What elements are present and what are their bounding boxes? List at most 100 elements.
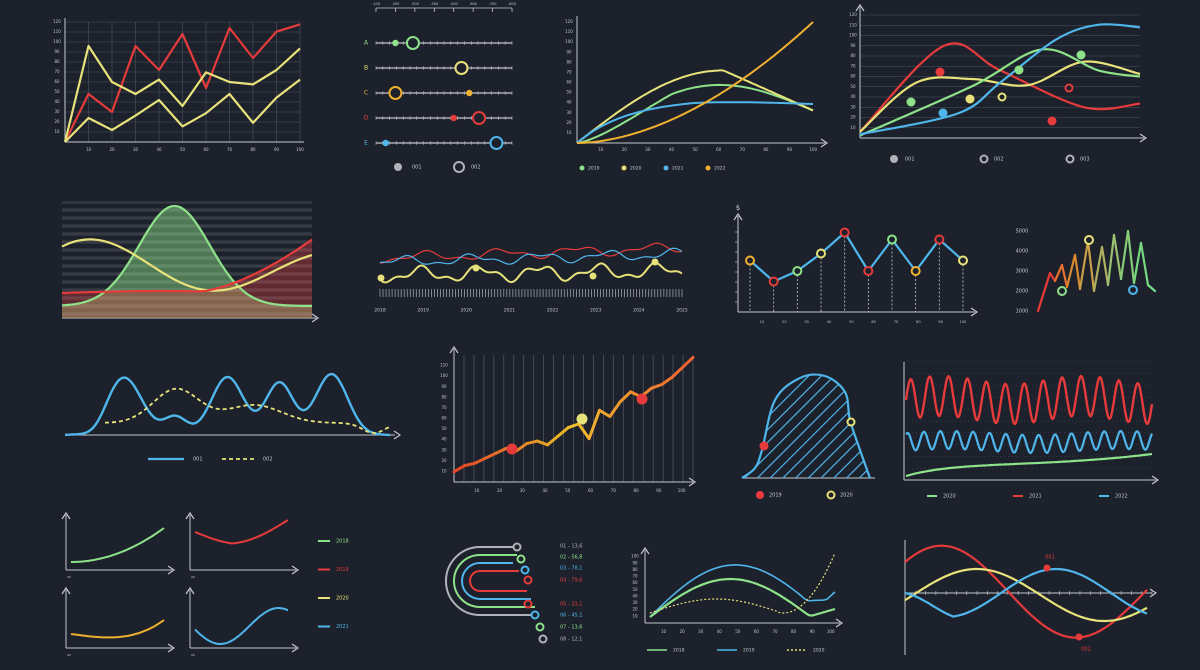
tick-label: 80 xyxy=(763,147,769,152)
series-line xyxy=(904,567,1148,618)
chart-arcs: 01 - 13,6 02 - 56,8 03 - 78,1 04 - 79,6 05 -… xyxy=(445,542,582,644)
series-line xyxy=(194,519,289,545)
tick-label: 70 xyxy=(611,488,617,493)
tick-label: 50 xyxy=(849,320,853,324)
series-line xyxy=(64,78,301,143)
tick-label: 30 xyxy=(441,447,447,452)
tick-label: 80 xyxy=(916,320,920,324)
tick-label: 20 xyxy=(782,320,786,324)
series-segment xyxy=(525,439,539,446)
data-point xyxy=(1014,65,1024,75)
series-segment xyxy=(597,408,612,418)
axis-arrow xyxy=(311,313,320,323)
legend-label: 003 xyxy=(1080,157,1090,163)
legend-label: 2020 xyxy=(943,494,956,500)
tick-label: 10 xyxy=(598,147,604,152)
tick-label: 30 xyxy=(566,110,572,115)
axis-arrow xyxy=(640,546,650,555)
tick-label: 60 xyxy=(203,147,209,152)
chart-timeline: 2018 2019 2020 2021 2022 2023 2024 2025 xyxy=(374,242,688,314)
tick-label: 50 xyxy=(735,629,741,634)
axis-arrow xyxy=(291,565,300,575)
legend-label: 2021 xyxy=(1029,494,1042,500)
tick-label: 90 xyxy=(850,43,856,48)
arc-label: 05 - 33,1 xyxy=(560,602,582,608)
data-point xyxy=(906,97,916,107)
data-point-ring xyxy=(1064,83,1074,93)
data-point-ring xyxy=(910,266,921,276)
tick-label: 100 xyxy=(440,373,448,378)
legend-ring xyxy=(453,161,465,173)
series-line xyxy=(576,21,814,144)
series-line xyxy=(379,247,683,265)
arc-label: 01 - 13,6 xyxy=(560,544,582,550)
data-point xyxy=(1075,633,1083,641)
data-point xyxy=(965,94,975,104)
tick-label: 00 xyxy=(191,575,195,579)
data-point-ring xyxy=(768,276,779,287)
series-segment xyxy=(535,439,550,447)
tick-label: 20 xyxy=(54,119,60,124)
tick-label: 90 xyxy=(810,629,816,634)
series-segment xyxy=(1053,263,1064,283)
tick-label: 50 xyxy=(54,89,60,94)
tick-label: 110 xyxy=(565,29,573,34)
series-segment xyxy=(608,400,622,418)
legend-label: 2019 xyxy=(336,567,349,573)
arc-end-ring xyxy=(516,554,526,564)
series-line xyxy=(61,238,313,295)
tick-label: 30 xyxy=(133,147,139,152)
tick-label: 120 xyxy=(53,19,61,24)
series-line xyxy=(576,83,814,144)
tick-label: 70 xyxy=(772,629,778,634)
chart-curves: 10 20 30 40 50 60 70 80 90 100 110 120 10 20 30 40 50 60 7… xyxy=(565,16,829,172)
tick-label: 50 xyxy=(565,488,571,493)
series-segment xyxy=(1112,233,1123,281)
tick-label: 100 xyxy=(296,147,304,152)
series-line xyxy=(904,567,1148,623)
legend-label: 001 xyxy=(193,457,203,463)
legend-label: 2020 xyxy=(813,648,825,654)
tick-label: B xyxy=(364,65,368,72)
tick-label: 80 xyxy=(250,147,256,152)
data-point xyxy=(377,274,385,282)
series-line xyxy=(61,238,313,292)
series-segment xyxy=(1060,263,1069,289)
legend-label: 2019 xyxy=(588,166,600,172)
arc-label: 02 - 56,8 xyxy=(560,555,582,561)
tick-label: 50 xyxy=(180,147,186,152)
series-segment xyxy=(462,461,477,468)
tick-label: 40 xyxy=(543,488,549,493)
series-line xyxy=(70,619,165,639)
arc-end-ring xyxy=(523,575,533,585)
tick-label: -100 xyxy=(372,2,380,6)
legend-dot xyxy=(663,165,669,171)
series-segment xyxy=(649,383,664,390)
series-segment xyxy=(1146,283,1157,293)
slider-ring xyxy=(405,36,420,50)
series-segment xyxy=(483,451,498,460)
tick-label: 50 xyxy=(693,147,699,152)
series-segment xyxy=(618,390,633,404)
tick-label: 70 xyxy=(894,320,898,324)
slider-ring xyxy=(489,136,504,150)
data-point xyxy=(1047,116,1057,126)
data-point xyxy=(506,443,518,455)
legend-label: 001 xyxy=(412,165,422,171)
tick-label: 30 xyxy=(804,320,808,324)
tick-label: 40 xyxy=(850,94,856,99)
stripe-overlay xyxy=(62,202,312,318)
series-line xyxy=(649,564,836,618)
data-point xyxy=(651,258,659,266)
series-line xyxy=(649,577,836,618)
data-point xyxy=(576,413,588,425)
legend-dot xyxy=(890,155,898,163)
tick-label: -300 xyxy=(411,2,419,6)
tick-label: 2023 xyxy=(590,308,602,314)
tick-label: -400 xyxy=(430,2,438,6)
tick-label: 80 xyxy=(441,394,447,399)
tick-label: -800 xyxy=(508,2,516,6)
arc-bar xyxy=(453,554,535,608)
series-segment xyxy=(514,442,529,453)
tick-label: 2021 xyxy=(504,308,516,314)
